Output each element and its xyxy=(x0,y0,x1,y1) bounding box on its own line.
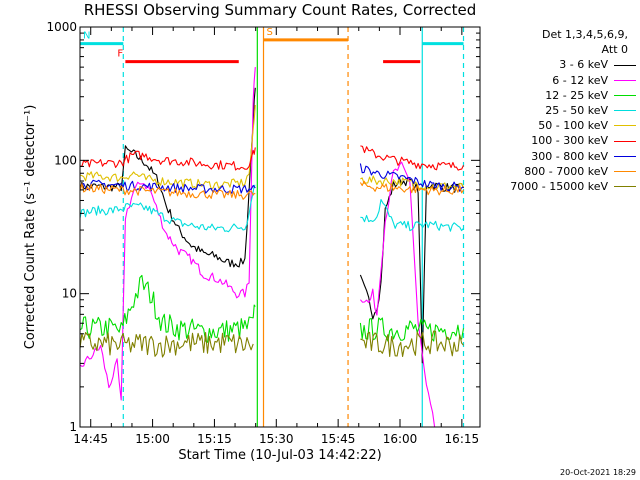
x-tick-label-2: 15:15 xyxy=(197,432,232,446)
series-7-segment-1 xyxy=(359,180,464,196)
legend-entry-3: 25 - 50 keV xyxy=(480,103,636,118)
series-2-segment-1 xyxy=(359,317,465,342)
series-4-segment-0 xyxy=(79,104,256,190)
legend-swatch xyxy=(614,170,636,172)
series-0-segment-1 xyxy=(359,176,465,364)
legend-swatch xyxy=(614,94,636,96)
x-tick-label-4: 15:45 xyxy=(321,432,356,446)
legend-header-1: Det 1,3,4,5,6,9, xyxy=(541,28,628,41)
legend-label: 6 - 12 keV xyxy=(552,73,608,87)
y-tick-label-1: 10 xyxy=(62,287,77,301)
chart-title: RHESSI Observing Summary Count Rates, Co… xyxy=(83,1,477,19)
x-axis-label: Start Time (10-Jul-03 14:42:22) xyxy=(178,448,381,463)
legend-swatch xyxy=(614,110,636,112)
series-8-segment-1 xyxy=(360,330,464,358)
legend-label: 3 - 6 keV xyxy=(559,58,608,72)
legend-swatch xyxy=(614,186,636,188)
legend-swatch xyxy=(614,125,636,127)
legend-label: 300 - 800 keV xyxy=(531,149,608,163)
legend-entry-7: 800 - 7000 keV xyxy=(480,164,636,179)
legend-entry-6: 300 - 800 keV xyxy=(480,149,636,164)
legend-header-2: Att 0 xyxy=(601,43,628,57)
annotation-label-4: S xyxy=(267,27,273,38)
legend-entry-5: 100 - 300 keV xyxy=(480,133,636,148)
legend-label: 25 - 50 keV xyxy=(545,104,608,118)
y-tick-label-3: 1000 xyxy=(46,20,77,34)
legend-swatch xyxy=(614,155,636,157)
legend-entry-4: 50 - 100 keV xyxy=(480,118,636,133)
legend-entry-0: 3 - 6 keV xyxy=(480,57,636,72)
x-tick-label-5: 16:00 xyxy=(383,432,418,446)
legend-swatch xyxy=(614,64,636,66)
legend-label: 50 - 100 keV xyxy=(538,119,608,133)
series-3-segment-1 xyxy=(360,198,464,232)
y-axis-label: Corrected Count Rate (s⁻¹ detector⁻¹) xyxy=(23,105,38,350)
legend-label: 800 - 7000 keV xyxy=(524,164,608,178)
series-6-segment-0 xyxy=(79,179,256,194)
series-7-segment-0 xyxy=(79,183,256,200)
series-3-segment-0 xyxy=(79,184,256,233)
y-tick-label-0: 1 xyxy=(69,420,77,434)
legend-entry-8: 7000 - 15000 keV xyxy=(480,179,636,194)
legend-swatch xyxy=(614,140,636,142)
x-tick-label-3: 15:30 xyxy=(259,432,294,446)
legend-label: 12 - 25 keV xyxy=(545,88,608,102)
series-5-segment-1 xyxy=(360,145,464,171)
series-5-segment-0 xyxy=(79,147,256,171)
legend-swatch xyxy=(614,79,636,81)
y-tick-label-2: 100 xyxy=(54,153,77,167)
legend-entry-1: 6 - 12 keV xyxy=(480,73,636,88)
annotation-label-0: N xyxy=(83,31,90,42)
series-8-segment-0 xyxy=(79,331,254,358)
series-1-segment-0 xyxy=(79,67,256,401)
series-2-segment-0 xyxy=(79,274,256,343)
annotation-label-2: F xyxy=(117,49,123,60)
timestamp: 20-Oct-2021 18:29 xyxy=(560,468,636,477)
legend-entry-2: 12 - 25 keV xyxy=(480,88,636,103)
legend-label: 100 - 300 keV xyxy=(531,134,608,148)
x-tick-label-1: 15:00 xyxy=(135,432,170,446)
legend-label: 7000 - 15000 keV xyxy=(510,180,608,194)
plot-frame xyxy=(79,26,481,428)
legend: Det 1,3,4,5,6,9, Att 0 3 - 6 keV 6 - 12 k… xyxy=(480,27,636,194)
x-tick-label-0: 14:45 xyxy=(73,432,108,446)
x-tick-label-6: 16:15 xyxy=(445,432,480,446)
series-1-segment-1 xyxy=(359,161,436,428)
